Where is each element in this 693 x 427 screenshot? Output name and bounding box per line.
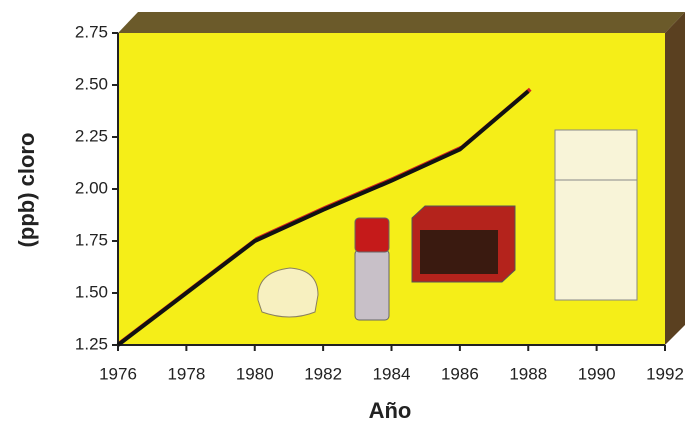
y-tick-label: 2.75 bbox=[75, 22, 108, 41]
y-tick-label: 2.25 bbox=[75, 126, 108, 145]
x-tick-label: 1976 bbox=[99, 364, 137, 383]
x-tick-label: 1980 bbox=[236, 364, 274, 383]
x-tick-label: 1984 bbox=[373, 364, 411, 383]
x-tick-label: 1992 bbox=[646, 364, 684, 383]
icon-microwave-window bbox=[420, 230, 498, 274]
icon-fridge bbox=[555, 130, 637, 300]
y-tick-label: 1.75 bbox=[75, 230, 108, 249]
page: Año (ppb) cloro 1.25 1.50 1.75 2.00 2.25 2.50… bbox=[0, 0, 693, 427]
x-tick-label: 1988 bbox=[509, 364, 547, 383]
box-side bbox=[665, 12, 685, 345]
x-tick-label: 1982 bbox=[304, 364, 342, 383]
y-tick-label: 1.25 bbox=[75, 334, 108, 353]
y-tick-label: 2.50 bbox=[75, 74, 108, 93]
x-tick-label: 1986 bbox=[441, 364, 479, 383]
x-axis-label: Año bbox=[369, 398, 412, 423]
chart: Año (ppb) cloro 1.25 1.50 1.75 2.00 2.25 2.50… bbox=[0, 0, 693, 427]
box-top bbox=[118, 12, 685, 33]
x-tick-label: 1990 bbox=[578, 364, 616, 383]
icon-spray bbox=[355, 250, 389, 320]
y-tick-label: 2.00 bbox=[75, 178, 108, 197]
icon-spray-cap bbox=[355, 218, 389, 252]
y-tick-label: 1.50 bbox=[75, 282, 108, 301]
y-axis-label: (ppb) cloro bbox=[14, 133, 39, 248]
x-tick-label: 1978 bbox=[167, 364, 205, 383]
